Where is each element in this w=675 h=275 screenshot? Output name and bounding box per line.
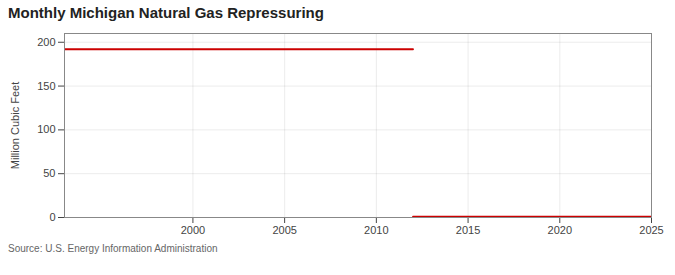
html-text:Monthly Michigan Natural Gas R: Monthly Michigan Natural Gas Repressurin… bbox=[8, 4, 324, 21]
svg-text:100: 100 bbox=[37, 123, 55, 135]
svg-text:2015: 2015 bbox=[456, 224, 480, 236]
svg-text:2010: 2010 bbox=[364, 224, 388, 236]
svg-text:2020: 2020 bbox=[548, 224, 572, 236]
svg-text:50: 50 bbox=[43, 167, 55, 179]
svg-text:2005: 2005 bbox=[272, 224, 296, 236]
svg-text:200: 200 bbox=[37, 36, 55, 48]
svg-text:2025: 2025 bbox=[639, 224, 663, 236]
svg-text:0: 0 bbox=[49, 211, 55, 223]
svg-text:150: 150 bbox=[37, 80, 55, 92]
svg-text:Million Cubic Feet: Million Cubic Feet bbox=[9, 82, 21, 169]
svg-text:2000: 2000 bbox=[181, 224, 205, 236]
html-text:Source: U.S. Energy Informatio: Source: U.S. Energy Information Administ… bbox=[8, 243, 218, 254]
